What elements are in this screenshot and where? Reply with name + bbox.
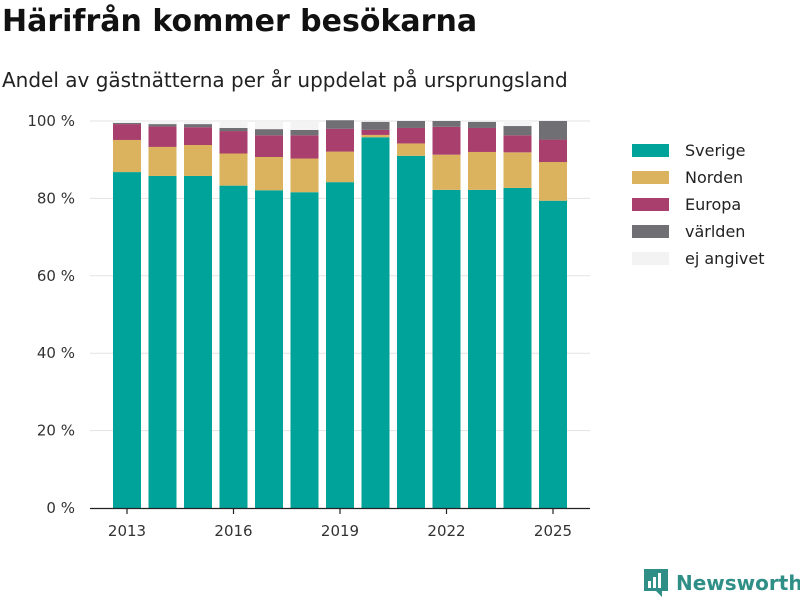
legend-swatch: [632, 252, 669, 265]
legend-item: ej angivet: [632, 245, 765, 272]
chart-title: Härifrån kommer besökarna: [2, 4, 478, 39]
bar-segment: [219, 153, 248, 186]
x-tick-label: 2019: [321, 522, 359, 540]
bar-segment: [184, 121, 212, 125]
legend-item: Europa: [632, 191, 765, 218]
bar-segment: [397, 127, 425, 144]
legend-label: ej angivet: [685, 249, 765, 268]
bar-segment: [468, 127, 496, 152]
bar-segment: [219, 131, 248, 154]
bar-segment: [219, 185, 248, 508]
bar-segment: [184, 175, 212, 509]
bar-segment: [113, 139, 141, 173]
bar-segment: [113, 172, 141, 509]
legend: Sverige Norden Europa världen ej angivet: [632, 137, 765, 272]
bar-segment: [255, 190, 283, 508]
bar-segment: [184, 144, 212, 176]
y-tick-label: 80 %: [37, 189, 75, 207]
legend-label: Europa: [685, 195, 742, 214]
bar-segment: [397, 143, 425, 156]
brand-name: Newsworthy: [676, 571, 800, 595]
bar-segment: [326, 182, 354, 508]
bar-segment: [113, 122, 141, 125]
bar-segment: [148, 121, 177, 125]
bar-segment: [255, 156, 283, 191]
bar-segment: [113, 121, 141, 123]
bar-segment: [255, 129, 283, 136]
bar-segment: [184, 124, 212, 128]
bar-segment: [503, 121, 532, 127]
bar-segment: [468, 189, 496, 509]
bar-segment: [361, 121, 390, 122]
bar-segment: [361, 129, 390, 135]
bars: [113, 120, 567, 509]
bar-segment: [290, 135, 319, 159]
bar-segment: [468, 151, 496, 190]
bar-segment: [432, 126, 461, 155]
x-tick-label: 2016: [214, 522, 252, 540]
bar-segment: [432, 121, 461, 127]
chart-subtitle: Andel av gästnätterna per år uppdelat på…: [2, 68, 568, 92]
bar-segment: [361, 121, 390, 130]
bar-segment: [219, 121, 248, 128]
y-tick-label: 100 %: [27, 112, 75, 130]
bar-segment: [326, 120, 354, 129]
x-tick-label: 2013: [108, 522, 146, 540]
bar-segment: [539, 121, 567, 140]
axes: 0 % 20 % 40 % 60 % 80 % 100 % 2013 2016 2019 2022…: [27, 112, 590, 540]
y-tick-label: 40 %: [37, 344, 75, 362]
bar-segment: [397, 121, 425, 128]
bar-segment: [432, 189, 461, 509]
bar-segment: [397, 155, 425, 508]
bar-segment: [326, 151, 354, 183]
legend-item: Norden: [632, 164, 765, 191]
bar-segment: [468, 121, 496, 122]
bar-segment: [219, 127, 248, 132]
bar-segment: [361, 134, 390, 138]
bar-segment: [503, 152, 532, 188]
y-tick-label: 20 %: [37, 422, 75, 440]
bar-segment: [539, 200, 567, 509]
y-tick-label: 60 %: [37, 267, 75, 285]
legend-item: Sverige: [632, 137, 765, 164]
legend-item: världen: [632, 218, 765, 245]
x-tick-label: 2022: [427, 522, 465, 540]
bar-segment: [148, 124, 177, 127]
bar-segment: [148, 175, 177, 509]
bar-segment: [326, 128, 354, 152]
bar-segment: [290, 158, 319, 193]
bar-segment: [290, 192, 319, 508]
legend-swatch: [632, 171, 669, 184]
bar-segment: [361, 137, 390, 508]
legend-swatch: [632, 198, 669, 211]
bar-segment: [184, 127, 212, 145]
legend-swatch: [632, 225, 669, 238]
legend-label: Sverige: [685, 141, 746, 160]
bar-segment: [539, 139, 567, 163]
bar-segment: [539, 162, 567, 201]
bar-segment: [290, 121, 319, 130]
bar-segment: [113, 124, 141, 140]
bar-segment: [503, 187, 532, 509]
bar-segment: [148, 126, 177, 147]
bar-segment: [503, 135, 532, 153]
bar-segment: [503, 126, 532, 136]
legend-label: Norden: [685, 168, 744, 187]
bar-segment: [468, 121, 496, 128]
bar-segment: [148, 146, 177, 176]
y-tick-label: 0 %: [46, 499, 75, 517]
legend-swatch: [632, 144, 669, 157]
brand: Newsworthy: [644, 569, 800, 597]
newsworthy-logo-icon: [644, 569, 668, 597]
bar-segment: [290, 129, 319, 136]
bar-segment: [432, 154, 461, 190]
bar-segment: [255, 135, 283, 157]
legend-label: världen: [685, 222, 746, 241]
bar-segment: [255, 121, 283, 130]
x-tick-label: 2025: [534, 522, 572, 540]
